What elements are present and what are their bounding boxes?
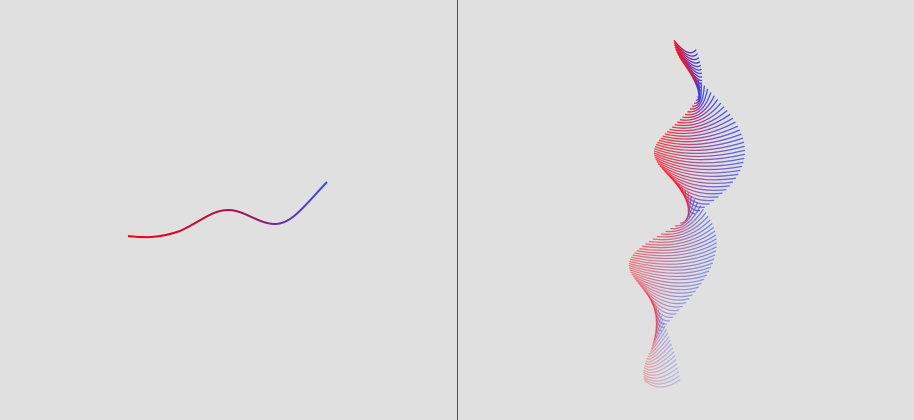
ribbon-stroke	[653, 152, 745, 164]
ribbon-stroke	[654, 156, 743, 171]
ribbon-stroke	[645, 343, 673, 363]
ribbon-stroke	[677, 183, 705, 209]
ribbon-stroke	[656, 215, 709, 238]
ribbon-stroke	[643, 359, 677, 374]
ribbon-stroke	[665, 208, 704, 233]
ribbon-stroke	[648, 223, 713, 243]
ribbon-stroke	[655, 158, 741, 174]
ribbon-stroke	[671, 178, 715, 202]
ribbon-stroke	[673, 39, 697, 54]
ribbon-stroke	[654, 148, 746, 158]
ribbon-stroke	[657, 137, 744, 149]
ribbon-stroke	[634, 277, 696, 294]
ribbon-stroke	[650, 325, 666, 350]
ribbon-stroke	[648, 332, 669, 355]
ribbon-stroke	[629, 254, 716, 265]
ribbon-stroke	[677, 102, 722, 124]
ribbon-stroke	[646, 339, 671, 360]
ribbon-stroke	[656, 160, 739, 177]
curve	[127, 181, 328, 239]
ribbon-stroke	[643, 362, 678, 376]
ribbon-stroke	[632, 275, 699, 291]
ribbon-stroke	[674, 44, 700, 61]
ribbon-stroke	[657, 163, 736, 181]
ribbon-stroke	[653, 150, 745, 161]
ribbon-stroke	[647, 336, 670, 358]
ribbon-stroke	[631, 250, 717, 263]
ribbon-stroke	[673, 42, 699, 57]
ribbon-stroke	[664, 121, 736, 137]
ribbon-stroke	[675, 202, 699, 227]
ribbon-stroke	[643, 371, 680, 382]
ribbon-stroke	[649, 329, 668, 352]
ribbon-stroke	[639, 284, 687, 305]
ribbon-stroke	[644, 347, 674, 366]
ribbon-stroke	[684, 92, 712, 116]
ribbon-stroke	[676, 51, 702, 71]
ribbon-stroke	[629, 269, 707, 281]
ribbon-stroke	[658, 133, 742, 146]
ribbon-stroke	[639, 234, 717, 251]
ribbon-stroke	[644, 351, 675, 368]
ribbon-stroke	[693, 78, 701, 104]
ribbon-stroke	[660, 129, 741, 143]
ribbon-stroke	[651, 322, 665, 347]
ribbon-stroke	[653, 154, 744, 167]
ribbon-stroke	[634, 242, 717, 257]
ribbon-stroke	[670, 205, 702, 230]
ribbon-stroke	[632, 246, 717, 260]
ribbon-stroke	[666, 117, 734, 135]
ribbon-stroke	[629, 258, 715, 268]
ribbon-stroke	[689, 85, 705, 110]
ribbon-stroke	[674, 180, 710, 205]
ribbon-stroke	[628, 266, 710, 278]
ribbon-stroke	[654, 145, 745, 155]
ribbon-stroke	[674, 46, 701, 64]
ribbon-stroke	[645, 226, 715, 246]
ribbon-stroke	[635, 280, 693, 298]
ribbon	[628, 39, 746, 388]
ribbon-stroke	[674, 106, 725, 127]
ribbon-stroke	[637, 282, 690, 301]
ribbon-stroke	[642, 230, 716, 249]
ribbon-stroke	[694, 75, 700, 101]
ribbon-stroke	[643, 379, 681, 388]
ribbon-stroke	[636, 238, 717, 254]
ribbon-stroke	[659, 165, 734, 185]
ribbon-stroke	[652, 219, 711, 241]
ribbon-stroke	[682, 95, 715, 119]
ribbon-stroke	[679, 99, 719, 121]
ribbon-stroke	[643, 355, 676, 371]
ribbon-stroke	[671, 109, 728, 129]
ribbon-stroke	[631, 273, 702, 288]
ribbon-stroke	[677, 53, 703, 75]
ribbon-stroke	[669, 113, 731, 132]
ribbon-stroke	[628, 264, 712, 274]
ribbon-stroke	[643, 367, 679, 379]
ribbon-stroke	[675, 48, 702, 68]
ribbon-stroke	[655, 141, 745, 151]
ribbon-stroke	[679, 198, 696, 224]
ribbon-stroke	[643, 375, 680, 385]
ribbon-stroke	[661, 212, 707, 235]
ribbon-stroke	[687, 88, 709, 113]
ribbon-stroke	[691, 82, 702, 107]
ribbon-stroke	[661, 168, 730, 188]
ribbon-stroke	[630, 271, 705, 284]
ribbon-stroke	[628, 262, 713, 271]
ribbon-stroke	[662, 125, 739, 140]
